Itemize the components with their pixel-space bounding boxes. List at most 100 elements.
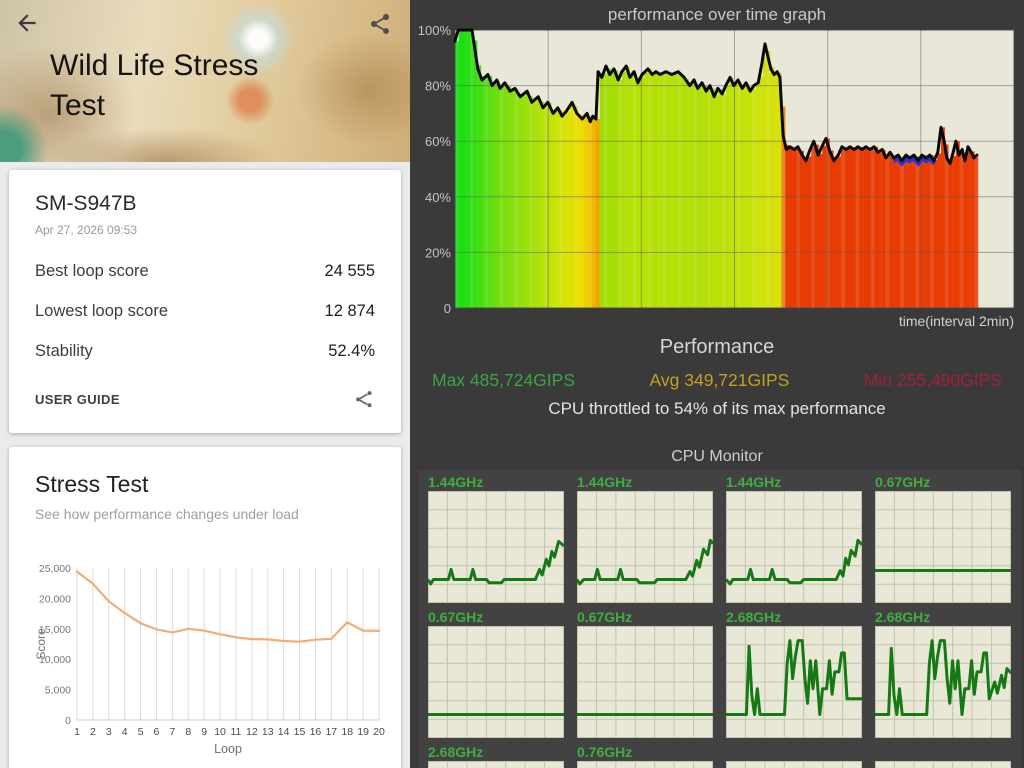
cpu-monitor-grid: 1.44GHz 1.44GHz 1.44GHz 0.67GHz 0.67GHz 0.67G… xyxy=(428,474,1021,768)
stress-y-tick: 25,000 xyxy=(39,563,71,575)
score-rows: Best loop score 24 555 Lowest loop score… xyxy=(35,251,375,371)
cpu-core-frequency-label: 0.76GHz xyxy=(577,744,633,760)
stability-label: Stability xyxy=(35,341,93,360)
lowest-loop-score-row: Lowest loop score 12 874 xyxy=(35,291,375,331)
device-model: SM-S947B xyxy=(35,192,137,215)
page-title: Wild Life Stress Test xyxy=(0,0,410,126)
cpu-core-frequency-label: 0.67GHz xyxy=(577,609,633,625)
performance-over-time-chart: 0 20% 40% 60% 80% 100% time(interval 2min) xyxy=(418,23,1015,329)
throttle-text: CPU throttled to 54% of its max performa… xyxy=(548,399,886,418)
cpu-monitor-heading: CPU Monitor xyxy=(671,448,763,465)
stress-x-tick: 17 xyxy=(325,726,337,738)
lowest-loop-score-value: 12 874 xyxy=(324,301,375,320)
perf-graph-title: performance over time graph xyxy=(607,5,827,24)
back-button[interactable] xyxy=(14,10,40,36)
stress-ylabel: Score xyxy=(35,628,48,660)
page-title-line1: Wild Life Stress xyxy=(50,49,259,82)
stress-x-tick: 16 xyxy=(310,726,322,738)
cpu-core-monitor: 0.67GHz xyxy=(875,474,1011,603)
stress-test-card: Stress Test See how performance changes … xyxy=(9,447,401,768)
result-share-button[interactable] xyxy=(353,388,375,410)
stress-test-title: Stress Test xyxy=(35,471,149,497)
cpu-core-chart xyxy=(726,626,862,738)
perf-y-tick: 100% xyxy=(418,23,452,38)
cpu-core-frequency-label: 2.68GHz xyxy=(428,744,484,760)
cpu-core-frequency-label: 2.68GHz xyxy=(875,609,931,625)
stress-x-tick: 19 xyxy=(357,726,369,738)
stress-y-tick: 5,000 xyxy=(45,685,71,697)
stress-x-tick: 7 xyxy=(169,726,175,738)
cpu-core-monitor: 0.76GHz xyxy=(577,744,713,768)
stability-row: Stability 52.4% xyxy=(35,331,375,371)
stress-y-tick: 15,000 xyxy=(39,624,71,636)
cpu-core-chart xyxy=(577,491,713,603)
stress-y-tick: 20,000 xyxy=(39,593,71,605)
perf-y-tick: 60% xyxy=(425,134,451,149)
header-share-button[interactable] xyxy=(368,12,392,36)
cpu-core-frequency-label: 2.68GHz xyxy=(726,609,782,625)
result-timestamp: Apr 27, 2026 09:53 xyxy=(35,223,138,237)
stress-x-tick: 3 xyxy=(106,726,112,738)
cpu-monitor-panel: 1.44GHz 1.44GHz 1.44GHz 0.67GHz 0.67GHz 0.67G… xyxy=(418,470,1021,768)
stress-x-tick: 12 xyxy=(246,726,258,738)
stress-x-tick: 18 xyxy=(341,726,353,738)
stress-x-tick: 2 xyxy=(90,726,96,738)
perf-y-tick: 40% xyxy=(425,190,451,205)
stress-x-tick: 14 xyxy=(278,726,290,738)
perf-time-axis-label: time(interval 2min) xyxy=(899,313,1014,329)
cpu-core-frequency-label: 1.44GHz xyxy=(577,474,633,490)
perf-y-tick: 80% xyxy=(425,79,451,94)
performance-heading: Performance xyxy=(659,336,775,358)
best-loop-score-label: Best loop score xyxy=(35,261,149,280)
stress-x-tick: 4 xyxy=(122,726,128,738)
user-guide-row: USER GUIDE xyxy=(35,385,375,413)
perf-y-tick: 0 xyxy=(444,301,451,316)
cpu-core-frequency-label xyxy=(875,744,1011,761)
cpu-core-chart xyxy=(577,761,713,768)
cpu-core-frequency-label: 0.67GHz xyxy=(428,609,484,625)
cpu-core-frequency-label: 1.44GHz xyxy=(726,474,782,490)
stress-x-tick: 13 xyxy=(262,726,274,738)
device-result-card: SM-S947B Apr 27, 2026 09:53 Best loop sc… xyxy=(9,170,401,433)
cpu-core-frequency-label: 1.44GHz xyxy=(428,474,484,490)
stress-x-tick: 6 xyxy=(154,726,160,738)
stress-x-tick: 11 xyxy=(230,726,241,738)
cpu-core-chart xyxy=(577,626,713,738)
stability-value: 52.4% xyxy=(328,341,375,360)
cpu-core-monitor: 2.68GHz xyxy=(875,609,1011,738)
stress-x-tick: 8 xyxy=(185,726,191,738)
share-icon xyxy=(371,14,389,34)
stress-y-tick: 0 xyxy=(65,715,71,727)
user-guide-button[interactable]: USER GUIDE xyxy=(35,391,120,407)
cpu-core-monitor: 0.67GHz xyxy=(577,609,713,738)
perf-y-tick: 20% xyxy=(425,245,451,260)
cpu-core-chart xyxy=(428,761,564,768)
stress-x-tick: 15 xyxy=(294,726,306,738)
cpu-core-chart xyxy=(875,761,1011,768)
stress-x-tick: 20 xyxy=(373,726,385,738)
avg-gips-stat: Avg 349,721GIPS xyxy=(649,370,790,390)
left-panel: Wild Life Stress Test SM-S947B Apr 27, 2… xyxy=(0,0,410,768)
cpu-core-monitor xyxy=(726,744,862,768)
cpu-core-frequency-label xyxy=(726,744,862,761)
stress-y-tick: 10,000 xyxy=(39,654,71,666)
cpu-core-chart xyxy=(875,491,1011,603)
header-banner: Wild Life Stress Test xyxy=(0,0,410,162)
back-arrow-icon xyxy=(18,14,36,32)
cpu-core-monitor: 2.68GHz xyxy=(726,609,862,738)
lowest-loop-score-label: Lowest loop score xyxy=(35,301,168,320)
stress-xlabel: Loop xyxy=(214,742,242,756)
cpu-core-chart xyxy=(726,491,862,603)
share-icon xyxy=(356,391,372,408)
cpu-core-monitor xyxy=(875,744,1011,768)
cpu-core-chart xyxy=(428,491,564,603)
stress-x-tick: 10 xyxy=(214,726,226,738)
best-loop-score-row: Best loop score 24 555 xyxy=(35,251,375,291)
stress-x-tick: 9 xyxy=(201,726,207,738)
cpu-core-monitor: 2.68GHz xyxy=(428,744,564,768)
cpu-core-monitor: 0.67GHz xyxy=(428,609,564,738)
best-loop-score-value: 24 555 xyxy=(324,261,375,280)
cpu-core-chart xyxy=(875,626,1011,738)
